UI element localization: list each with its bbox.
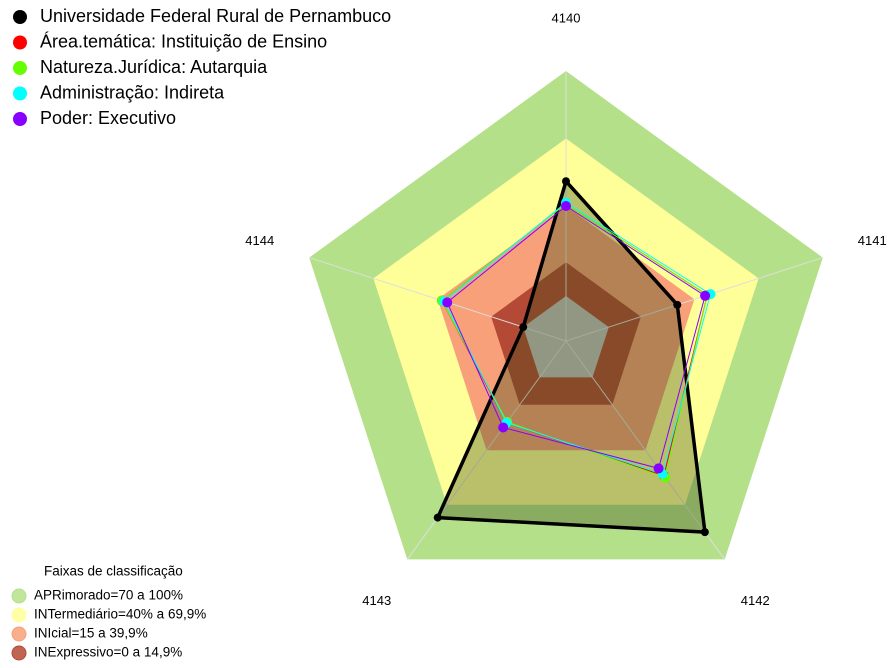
data-point bbox=[519, 323, 528, 332]
axis-label: 4144 bbox=[245, 233, 274, 248]
spoke bbox=[565, 340, 726, 560]
series-line bbox=[446, 205, 706, 470]
spoke bbox=[565, 257, 823, 342]
spoke bbox=[406, 340, 567, 560]
legend-label: APRimorado=70 a 100% bbox=[34, 588, 183, 603]
data-point bbox=[562, 177, 570, 186]
data-point bbox=[561, 201, 571, 211]
legend-title: Faixas de classificação bbox=[44, 564, 183, 579]
data-point bbox=[653, 463, 664, 474]
axis-label: 4142 bbox=[741, 593, 770, 608]
legend-label: Área.temática: Instituição de Ensino bbox=[40, 31, 327, 51]
legend-marker bbox=[13, 10, 27, 24]
legend-marker bbox=[11, 626, 27, 642]
legend-marker bbox=[13, 112, 27, 126]
legend-label: INExpressivo=0 a 14,9% bbox=[34, 645, 182, 660]
data-point bbox=[498, 422, 509, 433]
data-point bbox=[442, 297, 453, 308]
series-line bbox=[435, 177, 707, 534]
axis-label: 4140 bbox=[552, 10, 581, 25]
data-point bbox=[673, 300, 682, 309]
legend-marker bbox=[11, 607, 27, 623]
legend-marker bbox=[13, 35, 27, 50]
legend-label: Administração: Indireta bbox=[40, 82, 225, 102]
axis-label: 4141 bbox=[858, 233, 887, 248]
data-point bbox=[700, 528, 709, 537]
legend-label: Universidade Federal Rural de Pernambuco bbox=[40, 6, 391, 26]
legend-label: Natureza.Jurídica: Autarquia bbox=[40, 57, 268, 77]
legend-marker bbox=[13, 61, 27, 75]
legend-label: Poder: Executivo bbox=[40, 108, 176, 128]
data-point bbox=[433, 513, 442, 522]
legend-marker bbox=[13, 86, 27, 101]
legend-marker bbox=[11, 645, 27, 661]
legend-marker bbox=[11, 588, 27, 604]
data-point bbox=[700, 290, 711, 301]
legend-label: INTermediário=40% a 69,9% bbox=[34, 607, 206, 622]
legend-label: INIcial=15 a 39,9% bbox=[34, 626, 148, 641]
axis-label: 4143 bbox=[362, 593, 391, 608]
